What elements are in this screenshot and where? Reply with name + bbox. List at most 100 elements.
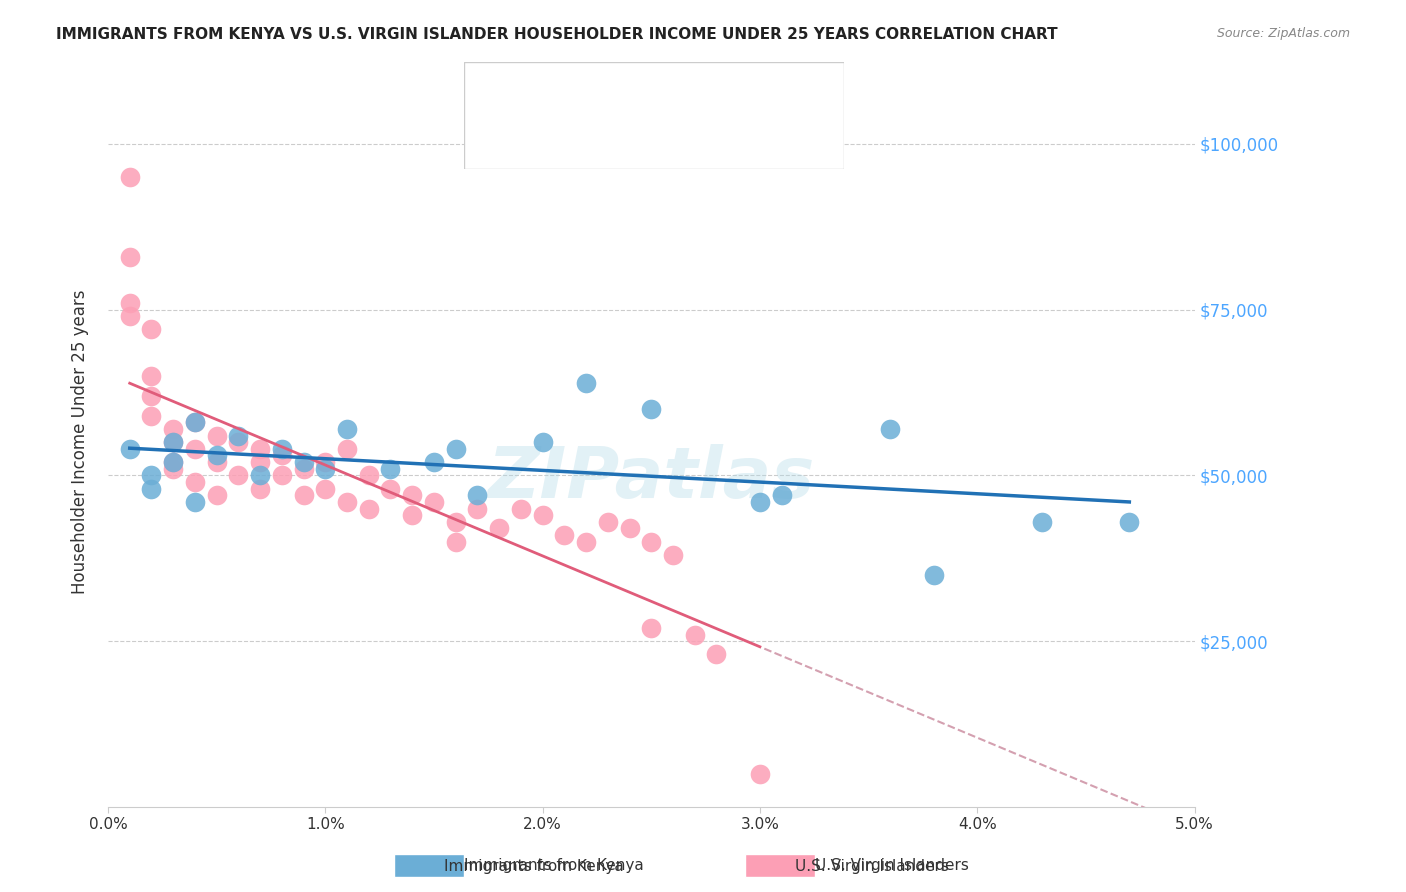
- Text: R =: R =: [536, 85, 569, 100]
- Point: [141, 468, 163, 483]
- Text: 27: 27: [723, 85, 744, 100]
- Text: Source: ZipAtlas.com: Source: ZipAtlas.com: [1216, 27, 1350, 40]
- FancyBboxPatch shape: [745, 854, 815, 877]
- Point: [467, 488, 489, 502]
- Point: [249, 482, 271, 496]
- Text: Immigrants from Kenya: Immigrants from Kenya: [464, 858, 644, 872]
- Point: [118, 169, 141, 184]
- Point: [444, 534, 467, 549]
- Point: [1118, 515, 1140, 529]
- Point: [270, 449, 292, 463]
- Point: [141, 322, 163, 336]
- Point: [118, 442, 141, 456]
- Point: [748, 767, 770, 781]
- Point: [879, 422, 901, 436]
- Point: [162, 455, 184, 469]
- Point: [184, 442, 207, 456]
- Point: [205, 455, 228, 469]
- Point: [141, 368, 163, 383]
- Point: [596, 515, 619, 529]
- Point: [770, 488, 793, 502]
- Point: [205, 488, 228, 502]
- Text: -0.474: -0.474: [574, 85, 628, 100]
- Point: [184, 475, 207, 489]
- Point: [444, 442, 467, 456]
- Point: [292, 488, 315, 502]
- Point: [228, 428, 250, 442]
- Point: [423, 455, 446, 469]
- Point: [141, 409, 163, 423]
- Point: [467, 501, 489, 516]
- Point: [205, 449, 228, 463]
- Text: R =: R =: [536, 132, 569, 147]
- Point: [488, 521, 510, 535]
- Point: [662, 548, 685, 562]
- FancyBboxPatch shape: [464, 62, 844, 169]
- Point: [249, 455, 271, 469]
- Point: [380, 482, 402, 496]
- Point: [401, 508, 423, 523]
- Point: [292, 461, 315, 475]
- Point: [357, 468, 380, 483]
- Point: [336, 442, 359, 456]
- Text: U.S. Virgin Islanders: U.S. Virgin Islanders: [815, 858, 969, 872]
- Point: [118, 309, 141, 323]
- Point: [118, 250, 141, 264]
- Point: [336, 422, 359, 436]
- Point: [509, 501, 531, 516]
- Point: [640, 534, 662, 549]
- Point: [683, 627, 706, 641]
- Point: [205, 428, 228, 442]
- Point: [249, 442, 271, 456]
- Point: [336, 495, 359, 509]
- Point: [531, 435, 554, 450]
- Point: [292, 455, 315, 469]
- Point: [706, 648, 728, 662]
- Point: [531, 508, 554, 523]
- Point: [184, 415, 207, 429]
- Point: [640, 621, 662, 635]
- Point: [118, 296, 141, 310]
- Point: [228, 435, 250, 450]
- Point: [423, 495, 446, 509]
- Y-axis label: Householder Income Under 25 years: Householder Income Under 25 years: [72, 290, 89, 594]
- Point: [444, 515, 467, 529]
- Text: N =: N =: [661, 85, 704, 100]
- Point: [162, 455, 184, 469]
- Point: [619, 521, 641, 535]
- FancyBboxPatch shape: [471, 120, 533, 161]
- Point: [314, 461, 336, 475]
- Point: [162, 435, 184, 450]
- Point: [162, 422, 184, 436]
- Point: [748, 495, 770, 509]
- Text: IMMIGRANTS FROM KENYA VS U.S. VIRGIN ISLANDER HOUSEHOLDER INCOME UNDER 25 YEARS : IMMIGRANTS FROM KENYA VS U.S. VIRGIN ISL…: [56, 27, 1057, 42]
- Point: [141, 482, 163, 496]
- Point: [357, 501, 380, 516]
- FancyBboxPatch shape: [471, 71, 533, 112]
- Point: [401, 488, 423, 502]
- Point: [228, 468, 250, 483]
- Point: [162, 435, 184, 450]
- FancyBboxPatch shape: [394, 854, 464, 877]
- Point: [575, 376, 598, 390]
- Point: [249, 468, 271, 483]
- Point: [553, 528, 575, 542]
- Point: [314, 482, 336, 496]
- Point: [141, 389, 163, 403]
- Point: [1031, 515, 1053, 529]
- Text: 53: 53: [723, 132, 744, 147]
- Text: ZIPatlas: ZIPatlas: [488, 444, 815, 513]
- Point: [270, 468, 292, 483]
- Point: [184, 415, 207, 429]
- Text: U.S. Virgin Islanders: U.S. Virgin Islanders: [794, 859, 949, 874]
- Point: [162, 461, 184, 475]
- Point: [575, 534, 598, 549]
- Point: [184, 495, 207, 509]
- Point: [640, 402, 662, 417]
- Text: -0.253: -0.253: [574, 132, 628, 147]
- Point: [314, 455, 336, 469]
- Text: Immigrants from Kenya: Immigrants from Kenya: [444, 859, 624, 874]
- Point: [270, 442, 292, 456]
- Point: [380, 461, 402, 475]
- Point: [922, 567, 945, 582]
